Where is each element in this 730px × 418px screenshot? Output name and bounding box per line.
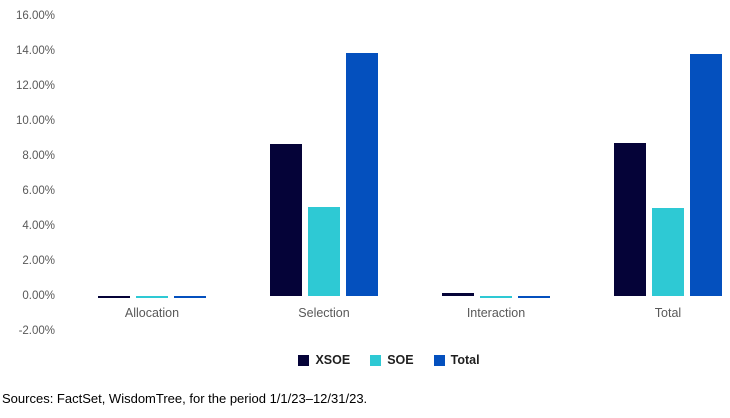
- bar-total-soe: [652, 208, 684, 296]
- legend-label: XSOE: [315, 353, 351, 367]
- legend-item-soe: SOE: [370, 353, 414, 367]
- bar-total-xsoe: [614, 143, 646, 296]
- y-axis-tick-label: 12.00%: [15, 80, 55, 92]
- legend-item-xsoe: XSOE: [298, 353, 350, 367]
- y-axis-tick-label: 0.00%: [22, 290, 55, 302]
- bar-selection-xsoe: [270, 144, 302, 296]
- x-axis-label-selection: Selection: [298, 306, 350, 320]
- bar-interaction-xsoe: [442, 293, 474, 296]
- y-axis-tick-label: 4.00%: [22, 220, 55, 232]
- y-axis-tick-label: 6.00%: [22, 185, 55, 197]
- x-axis-label-interaction: Interaction: [466, 306, 526, 320]
- bar-allocation-xsoe: [98, 296, 130, 298]
- bar-interaction-soe: [480, 296, 512, 298]
- legend-label: Total: [450, 353, 480, 367]
- x-axis-label-allocation: Allocation: [124, 306, 180, 320]
- y-axis-tick-label: 14.00%: [15, 45, 55, 57]
- y-axis-tick-label: 8.00%: [22, 150, 55, 162]
- bar-allocation-soe: [136, 296, 168, 298]
- legend-swatch-soe: [370, 354, 382, 366]
- bar-total-total: [690, 54, 722, 296]
- bar-allocation-total: [174, 296, 206, 298]
- y-axis-tick-label: 10.00%: [15, 115, 55, 127]
- y-axis-tick-label: 2.00%: [22, 255, 55, 267]
- legend-swatch-xsoe: [298, 354, 310, 366]
- chart-legend: XSOE SOE Total: [0, 351, 730, 369]
- source-note: Sources: FactSet, WisdomTree, for the pe…: [2, 391, 368, 406]
- bar-selection-total: [346, 53, 378, 296]
- bar-interaction-total: [518, 296, 550, 298]
- legend-label: SOE: [387, 353, 414, 367]
- bar-selection-soe: [308, 207, 340, 296]
- x-axis-label-total: Total: [654, 306, 682, 320]
- y-axis-tick-label: -2.00%: [18, 325, 55, 337]
- legend-item-total: Total: [433, 353, 480, 367]
- y-axis-tick-label: 16.00%: [15, 10, 55, 22]
- legend-swatch-total: [433, 354, 445, 366]
